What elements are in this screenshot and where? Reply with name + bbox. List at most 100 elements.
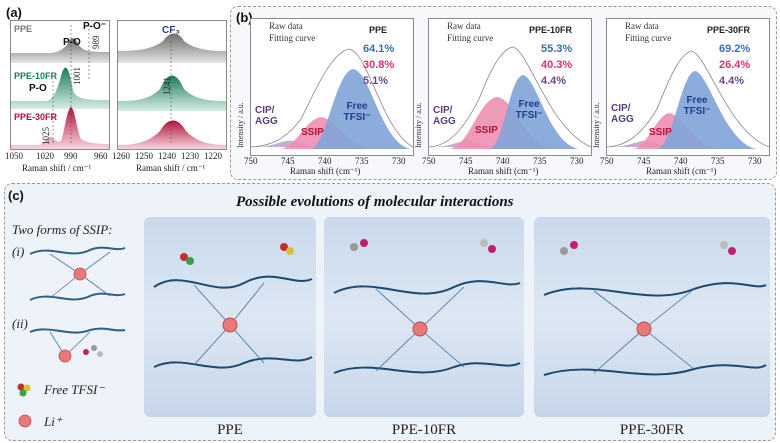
panel-b-plot-2-tick-1: 745 [459, 156, 473, 166]
panel-c-ssip-forms [29, 246, 126, 363]
panel-b-legend-raw-2: Raw data [447, 21, 481, 31]
panel-a-right-tick-3: 1230 [181, 151, 199, 161]
panel-c-form-ii: (ii) [12, 316, 28, 331]
scene-ppe30fr-caption: PPE-30FR [619, 422, 685, 438]
panel-b-plot-ppe-spectra [251, 48, 413, 149]
panel-c-form-i: (i) [12, 244, 25, 259]
panel-b-legend-fit-2: Fitting curve [447, 33, 494, 43]
panel-b-ylabel-3: Intensity / a.u. [592, 102, 601, 148]
panel-b-plot-ppe30fr-title: PPE-30FR [707, 25, 751, 35]
panel-b-plot-3-xlabel: Raman shift (cm⁻¹) [646, 166, 717, 176]
panel-a-left-plot: PPE PPE-10FR PPE-30FR P-O⁻ P-O P-O 989 1… [10, 20, 110, 150]
panel-a-sample-ppe: PPE [14, 24, 33, 34]
panel-a-annot-po-lower: P-O [29, 83, 47, 94]
panel-c-two-forms: Two forms of SSIP: [12, 222, 113, 237]
scene-ppe10fr-caption: PPE-10FR [391, 422, 457, 438]
panel-b-plot-ppe30fr-cip-pct: 4.4% [719, 75, 745, 87]
panel-b-plot-ppe30fr-free-pct: 69.2% [719, 43, 751, 55]
li-ion-icon [18, 414, 32, 428]
panel-b-plot-ppe-cip-label: CIP/ AGG [255, 105, 278, 127]
panel-a-right-tick-4: 1220 [204, 151, 222, 161]
panel-b-plot-ppe10fr-free-label: Free TFSI⁻ [515, 99, 543, 121]
panel-b-plot-ppe10fr-cip-pct: 4.4% [541, 75, 567, 87]
scene-ppe30fr: PPE-30FR [534, 217, 770, 438]
scene-ppe30fr-illustration [543, 241, 767, 376]
panel-a-peak-989: 989 [91, 35, 101, 50]
panel-b-plot-ppe-ssip-pct: 30.8% [363, 59, 395, 71]
panel-a-right-tick-2: 1240 [158, 151, 176, 161]
panel-b-plot-1-tick-1: 745 [281, 156, 295, 166]
panel-b-legend-raw: Raw data [269, 21, 303, 31]
panel-b-plot-ppe-free-pct: 64.1% [363, 43, 395, 55]
panel-c-free-tfsi-label: Free TFSI⁻ [44, 382, 105, 397]
panel-b-plot-ppe10fr-free-pct: 55.3% [541, 43, 573, 55]
panel-a-sample-ppe30fr: PPE-30FR [14, 112, 58, 122]
panel-b-plot-3-tick-1: 745 [637, 156, 651, 166]
panel-b-plot-ppe-ssip-label: SSIP [301, 127, 324, 138]
panel-b-plot-ppe10fr-cip-label: CIP/ AGG [433, 105, 456, 127]
panel-b-plot-ppe-cip-pct: 5.1% [363, 75, 389, 87]
panel-b-plot-ppe10fr-spectra [429, 46, 591, 149]
panel-a-peak-1001: 1001 [72, 67, 82, 85]
panel-b-plot-ppe10fr-ssip-pct: 40.3% [541, 59, 573, 71]
panel-b-plot-ppe10fr-ssip-label: SSIP [475, 125, 498, 136]
scene-ppe-caption: PPE [217, 422, 243, 438]
panel-b-plot-ppe: Raw data Fitting curve PPE 64.1% 30.8% 5… [250, 18, 414, 156]
scene-ppe: PPE [144, 217, 316, 438]
panel-a-right-tick-1: 1250 [135, 151, 153, 161]
panel-a-sample-ppe10fr: PPE-10FR [14, 71, 58, 81]
panel-b-plot-ppe30fr: Raw data Fitting curve PPE-30FR 69.2% 26… [606, 18, 770, 156]
panel-b-ylabel-2: Intensity / a.u. [414, 102, 423, 148]
panel-a-left-tick-0: 1050 [5, 151, 23, 161]
panel-b-legend-raw-3: Raw data [625, 21, 659, 31]
panel-b-plot-1-tick-2: 740 [318, 156, 332, 166]
panel-b-plot-1-tick-0: 750 [244, 156, 258, 166]
panel-a-peak-1241: 1241 [162, 77, 172, 95]
panel-b-plot-ppe30fr-spectra [607, 50, 769, 149]
panel-b-plot-ppe10fr: Raw data Fitting curve PPE-10FR 55.3% 40… [428, 18, 592, 156]
scene-ppe10fr: PPE-10FR [324, 217, 524, 438]
panel-a-left-tick-3: 960 [94, 151, 108, 161]
panel-b-plot-2-tick-2: 740 [496, 156, 510, 166]
panel-a-left-spectra [11, 25, 109, 149]
panel-b-plot-ppe-free-label: Free TFSI⁻ [343, 101, 371, 123]
panel-b-plot-2-tick-4: 730 [570, 156, 584, 166]
panel-a-left-tick-1: 1020 [36, 151, 54, 161]
panel-a-left-tick-2: 990 [64, 151, 78, 161]
panel-a-annot-po-minus: P-O⁻ [83, 21, 107, 32]
panel-a-label: (a) [6, 5, 22, 20]
panel-a-annot-po-upper: P-O [63, 37, 81, 48]
panel-c-label: (c) [8, 188, 24, 203]
scene-ppe10fr-illustration [333, 239, 521, 374]
panel-b-plot-ppe30fr-ssip-label: SSIP [649, 127, 672, 138]
panel-b-plot-ppe30fr-free-label: Free TFSI⁻ [683, 95, 711, 117]
panel-a-peak-1025: 1025 [41, 127, 51, 145]
panel-b-plot-2-tick-3: 735 [533, 156, 547, 166]
panel-a-annot-cf3: CF₃ [162, 25, 180, 36]
panel-c-title: Possible evolutions of molecular interac… [236, 194, 514, 210]
panel-a-right-plot: CF₃ 1241 [117, 20, 227, 150]
panel-b-plot-2-xlabel: Raman shift (cm⁻¹) [468, 166, 539, 176]
panel-b-plot-3-tick-3: 735 [711, 156, 725, 166]
panel-b-plot-3-tick-4: 730 [748, 156, 762, 166]
panel-b-legend-fit-3: Fitting curve [625, 33, 672, 43]
panel-b-ylabel-1: Intensity / a.u. [236, 102, 245, 148]
panel-b-plot-1-tick-3: 735 [355, 156, 369, 166]
scene-ppe-illustration [153, 243, 313, 369]
panel-b-plot-3-tick-0: 750 [600, 156, 614, 166]
panel-b-plot-ppe30fr-ssip-pct: 26.4% [719, 59, 751, 71]
panel-b-plot-ppe-title: PPE [369, 25, 388, 35]
panel-b-plot-1-tick-4: 730 [392, 156, 406, 166]
panel-b-legend-fit: Fitting curve [269, 33, 316, 43]
panel-a-right-xlabel: Raman shift / cm⁻¹ [136, 163, 206, 173]
panel-a-left-xlabel: Raman shift / cm⁻¹ [22, 163, 92, 173]
panel-b-plot-1-xlabel: Raman shift (cm⁻¹) [290, 166, 361, 176]
panel-b-plot-ppe10fr-title: PPE-10FR [529, 25, 573, 35]
panel-b-plot-3-tick-2: 740 [674, 156, 688, 166]
panel-b-plot-2-tick-0: 750 [422, 156, 436, 166]
panel-a-right-spectra [118, 33, 226, 149]
panel-b-label: (b) [236, 10, 253, 25]
panel-a-right-tick-0: 1260 [112, 151, 130, 161]
panel-c-li-label: Li⁺ [44, 414, 62, 429]
panel-b-plot-ppe30fr-cip-label: CIP/ AGG [611, 103, 634, 125]
